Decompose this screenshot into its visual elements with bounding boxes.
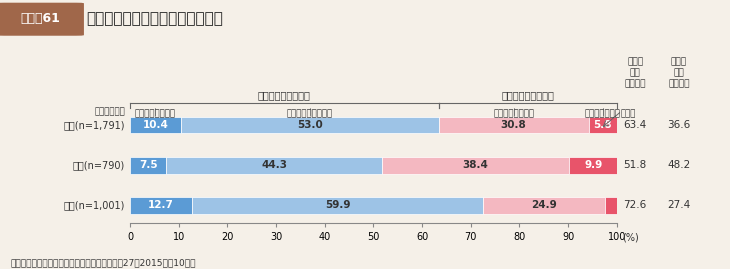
Bar bbox=[383, 157, 569, 174]
Text: 総数(n=1,791): 総数(n=1,791) bbox=[64, 120, 125, 130]
Text: あると
思う
（小計）: あると 思う （小計） bbox=[624, 58, 646, 89]
Bar bbox=[192, 197, 483, 214]
Bar bbox=[180, 116, 439, 133]
Bar bbox=[588, 116, 617, 133]
Text: 48.2: 48.2 bbox=[667, 160, 691, 170]
Text: （該当者数）: （該当者数） bbox=[94, 107, 125, 116]
Text: 資料：内閣府「食育に関する意識調査」（平成27（2015）年10月）: 資料：内閣府「食育に関する意識調査」（平成27（2015）年10月） bbox=[11, 259, 196, 268]
Bar bbox=[604, 197, 617, 214]
Text: あると思う（小計）: あると思う（小計） bbox=[258, 90, 311, 100]
Bar bbox=[569, 157, 618, 174]
FancyBboxPatch shape bbox=[0, 3, 83, 35]
Text: 38.4: 38.4 bbox=[463, 160, 488, 170]
Text: 全くないと思う: 全くないと思う bbox=[585, 109, 620, 118]
Text: 十分にあると思う: 十分にあると思う bbox=[135, 109, 176, 118]
Text: 53.0: 53.0 bbox=[296, 120, 323, 130]
Bar bbox=[130, 197, 192, 214]
Text: 30.8: 30.8 bbox=[501, 120, 526, 130]
Text: 59.9: 59.9 bbox=[325, 200, 350, 210]
Bar bbox=[483, 197, 604, 214]
Text: ないと思う（小計）: ないと思う（小計） bbox=[502, 90, 554, 100]
Text: あまりないと思う: あまりないと思う bbox=[493, 109, 534, 118]
Bar bbox=[130, 157, 166, 174]
Text: 男性(n=790): 男性(n=790) bbox=[73, 160, 125, 170]
Text: 27.4: 27.4 bbox=[667, 200, 691, 210]
Text: 食品の選択や調理についての知識: 食品の選択や調理についての知識 bbox=[86, 11, 223, 26]
Text: ある程度あると思う: ある程度あると思う bbox=[287, 109, 333, 118]
Text: 12.7: 12.7 bbox=[148, 200, 174, 210]
Text: 63.4: 63.4 bbox=[623, 120, 647, 130]
Text: 5.8: 5.8 bbox=[593, 120, 612, 130]
Text: 51.8: 51.8 bbox=[623, 160, 647, 170]
Text: (%): (%) bbox=[622, 232, 639, 242]
Text: 7.5: 7.5 bbox=[139, 160, 158, 170]
Text: ないと
思う
（小計）: ないと 思う （小計） bbox=[668, 58, 690, 89]
Bar bbox=[439, 116, 588, 133]
Text: 36.6: 36.6 bbox=[667, 120, 691, 130]
Text: 72.6: 72.6 bbox=[623, 200, 647, 210]
Text: 44.3: 44.3 bbox=[261, 160, 288, 170]
Bar bbox=[130, 116, 180, 133]
Text: 24.9: 24.9 bbox=[531, 200, 557, 210]
Text: 無回答: 無回答 bbox=[620, 109, 636, 118]
Bar bbox=[166, 157, 383, 174]
Text: 9.9: 9.9 bbox=[584, 160, 602, 170]
Text: 図表－61: 図表－61 bbox=[20, 12, 60, 25]
Text: 10.4: 10.4 bbox=[142, 120, 168, 130]
Text: 女性(n=1,001): 女性(n=1,001) bbox=[64, 200, 125, 210]
